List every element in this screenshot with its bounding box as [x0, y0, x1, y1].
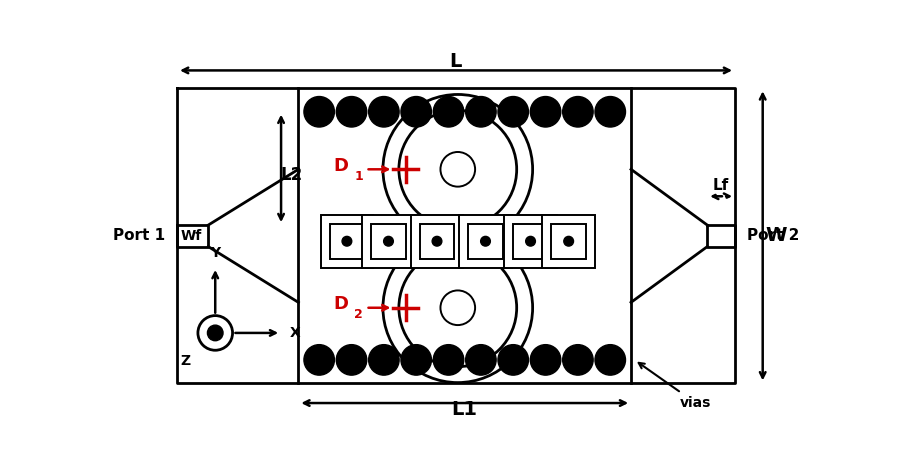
Ellipse shape: [401, 345, 431, 375]
Ellipse shape: [383, 236, 393, 246]
Ellipse shape: [382, 233, 533, 382]
Ellipse shape: [562, 97, 593, 127]
Ellipse shape: [207, 325, 223, 341]
Ellipse shape: [369, 345, 399, 375]
Ellipse shape: [481, 236, 491, 246]
Ellipse shape: [498, 97, 528, 127]
Bar: [329, 224, 364, 259]
Ellipse shape: [465, 345, 496, 375]
Ellipse shape: [342, 236, 352, 246]
Text: D: D: [333, 295, 348, 313]
Ellipse shape: [595, 97, 625, 127]
Bar: [468, 224, 503, 259]
Ellipse shape: [526, 236, 536, 246]
Ellipse shape: [337, 345, 367, 375]
Ellipse shape: [465, 97, 496, 127]
Bar: [513, 224, 548, 259]
Ellipse shape: [595, 345, 625, 375]
Bar: [362, 215, 415, 268]
Ellipse shape: [399, 249, 517, 367]
Ellipse shape: [530, 345, 561, 375]
Bar: [410, 215, 464, 268]
Ellipse shape: [432, 236, 442, 246]
Bar: [543, 215, 595, 268]
Text: Port 1: Port 1: [112, 228, 165, 243]
Text: 1: 1: [355, 170, 363, 183]
Ellipse shape: [304, 345, 335, 375]
Ellipse shape: [433, 97, 464, 127]
Text: Y: Y: [211, 246, 220, 260]
Text: W: W: [766, 226, 788, 245]
Ellipse shape: [530, 97, 561, 127]
Ellipse shape: [369, 97, 399, 127]
Bar: [320, 215, 374, 268]
Ellipse shape: [399, 110, 517, 228]
Ellipse shape: [440, 290, 475, 325]
Text: Port 2: Port 2: [747, 228, 799, 243]
Bar: [371, 224, 406, 259]
Ellipse shape: [433, 345, 464, 375]
Ellipse shape: [382, 94, 533, 244]
Ellipse shape: [562, 345, 593, 375]
Ellipse shape: [563, 236, 573, 246]
Text: L1: L1: [452, 400, 478, 418]
Bar: [552, 224, 586, 259]
Text: Lf: Lf: [713, 178, 729, 193]
Bar: [504, 215, 557, 268]
Bar: [459, 215, 512, 268]
Text: L2: L2: [280, 166, 302, 184]
Text: Z: Z: [181, 354, 191, 368]
Ellipse shape: [401, 97, 431, 127]
Ellipse shape: [198, 316, 232, 350]
Text: vias: vias: [639, 363, 711, 410]
Ellipse shape: [440, 152, 475, 187]
Text: 2: 2: [355, 308, 363, 321]
Ellipse shape: [498, 345, 528, 375]
Text: Wf: Wf: [181, 229, 202, 243]
Text: D: D: [333, 157, 348, 175]
Text: L: L: [449, 52, 462, 71]
Bar: [419, 224, 454, 259]
Ellipse shape: [304, 97, 335, 127]
Text: X: X: [290, 326, 300, 340]
Ellipse shape: [337, 97, 367, 127]
